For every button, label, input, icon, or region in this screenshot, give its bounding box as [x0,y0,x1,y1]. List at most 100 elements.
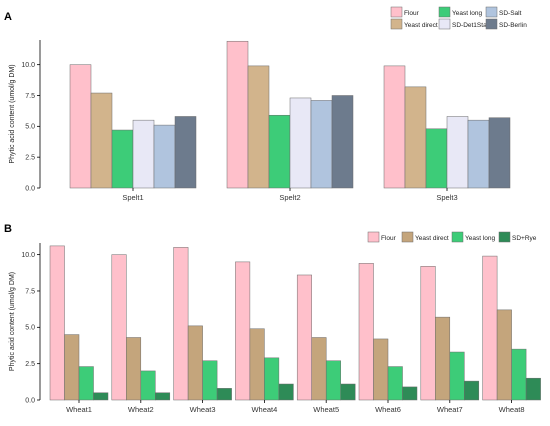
bar-flour-wheat8 [482,255,498,401]
bar-flour-wheat7 [420,266,436,401]
bar-yeast-direct-spelt3 [404,86,427,189]
y-tick-label: 7.5 [25,93,35,100]
bar-flour-wheat6 [358,263,374,401]
panel-a-y-ticks: 0.0 2.5 5.0 7.5 10.0 [21,62,40,192]
legend-label: Yeast long [465,235,496,242]
legend-label: Yeast direct [404,22,438,29]
legend-swatch [451,231,464,243]
legend-label: Flour [404,10,420,17]
bar-yeast-direct-wheat2 [126,337,142,401]
bar-sd-rye-wheat3 [216,388,232,401]
bar-flour-wheat3 [173,247,189,401]
y-tick-label: 10.0 [21,62,35,69]
bar-yeast-long-wheat6 [387,366,403,401]
bar-yeast-long-wheat8 [511,348,527,401]
legend-label: SD-Salt [499,10,522,17]
bar-sd-salt-spelt3 [467,119,490,189]
bar-yeast-direct-wheat1 [64,334,80,401]
bar-sd-berlin-spelt2 [331,95,354,189]
y-tick-label: 10.0 [21,252,35,259]
panel-b-label: B [4,223,12,235]
bar-sd-rye-wheat4 [278,383,294,401]
legend-label: Flour [381,235,397,242]
panel-b-category-labels: Wheat1 Wheat2 Wheat3 Wheat4 Wheat5 Wheat6 Whea… [66,400,525,414]
legend-label: SD-Berlin [499,22,527,29]
legend-swatch [438,6,451,18]
legend-label: SD-Det1Stage [452,22,494,29]
bar-flour-wheat2 [111,254,127,401]
bar-yeast-direct-wheat4 [249,328,265,401]
bar-flour-spelt1 [69,64,92,189]
y-tick-label: 0.0 [25,185,35,192]
x-category-label: Wheat7 [437,405,463,414]
bar-flour-wheat1 [49,245,65,401]
bar-yeast-direct-wheat3 [187,325,203,401]
bar-yeast-direct-spelt1 [90,92,113,189]
panel-a-bars [69,40,511,189]
x-category-label: Wheat2 [128,405,154,414]
legend-label: Yeast direct [415,235,449,242]
bar-yeast-long-wheat2 [140,370,156,401]
bar-sd-rye-wheat1 [93,392,109,401]
x-category-label: Wheat5 [313,405,339,414]
bar-yeast-long-wheat1 [78,366,94,401]
bar-flour-wheat4 [235,261,251,401]
panel-a-label: A [4,11,12,23]
legend-label: Yeast long [452,10,483,17]
panel-a-category-labels: Spelt1 Spelt2 Spelt3 [122,188,458,202]
bar-flour-spelt3 [383,65,406,189]
y-tick-label: 2.5 [25,155,35,162]
legend-swatch [498,231,511,243]
x-category-label: Wheat4 [251,405,277,414]
panel-a-legend: Flour Yeast direct Yeast long SD-Det1Stage S… [390,6,527,30]
bar-sd-berlin-spelt1 [174,116,197,189]
panel-b-y-axis-title: Phytic acid content (umol/g DM) [9,272,16,371]
bar-yeast-direct-wheat8 [496,309,512,401]
y-tick-label: 7.5 [25,288,35,295]
bar-sd-det1stage-spelt3 [446,116,469,189]
x-category-label: Wheat1 [66,405,92,414]
legend-swatch [367,231,380,243]
x-category-label: Wheat3 [190,405,216,414]
x-category-label: Wheat8 [499,405,525,414]
bar-flour-wheat5 [296,274,312,401]
panel-b-bars [49,245,541,401]
bar-yeast-long-spelt3 [425,128,448,189]
legend-swatch [485,18,498,30]
bar-sd-det1stage-spelt1 [132,119,155,189]
bar-sd-rye-wheat5 [340,383,356,401]
y-tick-label: 5.0 [25,124,35,131]
legend-swatch [438,18,451,30]
bar-sd-rye-wheat7 [464,380,480,401]
x-category-label: Spelt3 [436,193,457,202]
x-category-label: Wheat6 [375,405,401,414]
bar-yeast-long-wheat7 [449,351,465,401]
legend-swatch [390,18,403,30]
panel-b-legend: Flour Yeast direct Yeast long SD+Rye [367,231,537,243]
bar-sd-rye-wheat8 [525,377,541,401]
bar-yeast-direct-spelt2 [247,65,270,189]
bar-sd-salt-spelt1 [153,124,176,189]
bar-yeast-long-wheat4 [264,357,280,401]
legend-label: SD+Rye [512,235,537,242]
bar-flour-spelt2 [226,40,249,189]
y-tick-label: 0.0 [25,397,35,404]
bar-yeast-long-spelt1 [111,129,134,189]
bar-sd-rye-wheat2 [155,392,171,401]
legend-swatch [390,6,403,18]
bar-sd-salt-spelt2 [310,100,333,189]
y-tick-label: 5.0 [25,325,35,332]
bar-yeast-long-wheat5 [325,360,341,401]
bar-yeast-direct-wheat5 [311,337,327,401]
bar-yeast-direct-wheat6 [373,338,389,401]
bar-yeast-long-wheat3 [202,360,218,401]
panel-a-y-axis-title: Phytic acid content (umol/g DM) [9,64,16,163]
bar-sd-rye-wheat6 [402,386,418,401]
panel-b: B Phytic acid content (umol/g DM) 0.0 2.5… [4,223,541,414]
bar-sd-berlin-spelt3 [488,117,511,189]
x-category-label: Spelt2 [279,193,300,202]
panel-b-y-ticks: 0.0 2.5 5.0 7.5 10.0 [21,252,40,404]
legend-swatch [401,231,414,243]
legend-swatch [485,6,498,18]
bar-sd-det1stage-spelt2 [289,97,312,189]
